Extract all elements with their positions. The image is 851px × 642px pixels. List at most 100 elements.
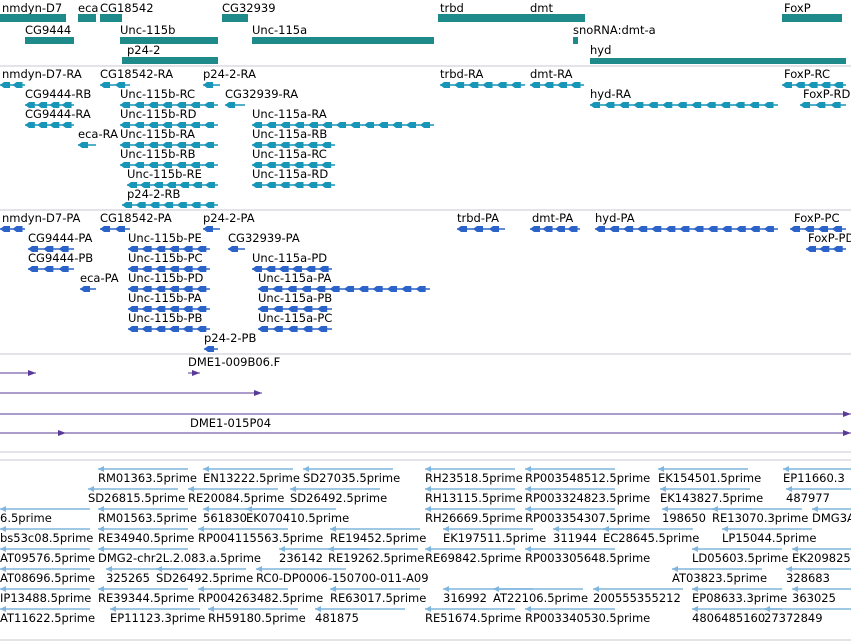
est-feature[interactable]: 481875 [315,606,405,625]
gene-bar[interactable] [25,37,74,44]
est-feature[interactable]: RP003324823.5prime [525,486,650,505]
gene-feature[interactable]: FoxP [782,1,842,22]
est-feature[interactable]: EK197511.5prime [443,526,546,545]
est-feature[interactable]: RE19262.5prime [328,546,424,565]
est-feature[interactable]: RP003354307.5prime [525,506,650,525]
est-feature[interactable]: RM01363.5prime [98,466,197,485]
protein[interactable]: Unc-115b-PA [128,291,210,312]
transcript[interactable]: CG9444-RA [25,107,91,128]
est-feature[interactable]: EP08633.3prime [692,586,787,605]
clone-feature[interactable]: DME1-009B06.F [188,355,280,376]
transcript[interactable]: dmt-RA [530,67,584,88]
transcript[interactable]: Unc-115b-RE [127,167,218,188]
est-feature[interactable]: RE39344.5prime [98,586,194,605]
est-feature[interactable]: RM01563.5prime [98,506,197,525]
gene-feature[interactable]: nmdyn-D7 [0,1,66,22]
gene-bar[interactable] [252,37,434,44]
transcript[interactable]: CG9444-RB [25,87,91,108]
gene-bar[interactable] [100,14,122,22]
est-feature[interactable]: AT09576.5prime [0,546,95,565]
transcript[interactable]: nmdyn-D7-RA [0,67,82,88]
gene-feature[interactable]: CG32939 [222,1,276,22]
clone-feature[interactable] [0,390,262,396]
gene-feature[interactable]: CG9444 [25,23,74,44]
gene-feature[interactable]: dmt [530,1,585,22]
est-feature[interactable]: RE13070.3prime [712,506,808,525]
transcript[interactable]: Unc-115a-RA [252,107,434,128]
transcript[interactable]: p24-2-RB [122,187,218,208]
est-feature[interactable]: SD26492.5prime [290,486,387,505]
protein[interactable]: Unc-115b-PB [128,311,210,332]
protein[interactable]: CG32939-PA [228,231,300,252]
protein[interactable]: hyd-PA [595,211,778,232]
protein[interactable]: CG9444-PA [28,231,93,252]
est-feature[interactable]: RH59180.5prime [208,606,306,625]
gene-feature[interactable]: Unc-115a [252,23,434,44]
est-feature[interactable]: EP11123.3prime [110,606,205,625]
est-feature[interactable]: RP004263482.5prime [198,586,323,605]
transcript[interactable]: trbd-RA [440,67,525,88]
protein[interactable]: Unc-115b-PE [128,231,210,252]
est-feature[interactable]: RP003548512.5prime [525,466,650,485]
est-feature[interactable]: AT11622.5prime [0,606,95,625]
est-feature[interactable]: SD26492.5prime [156,566,253,585]
protein[interactable]: trbd-PA [457,211,505,232]
gene-bar[interactable] [78,14,96,22]
est-feature[interactable]: AT22106.5prime [493,586,588,605]
protein[interactable]: eca-PA [80,271,119,292]
protein[interactable]: CG18542-PA [100,211,172,232]
est-feature[interactable]: DMG2-chr2L.2.083.a.5prime [98,546,261,565]
gene-bar[interactable] [590,58,846,64]
clone-feature[interactable] [0,430,851,436]
protein[interactable]: nmdyn-D7-PA [0,211,81,232]
gene-feature[interactable]: trbd [438,1,530,22]
protein[interactable]: Unc-115a-PB [258,291,332,312]
protein[interactable]: Unc-115b-PD [128,271,210,292]
gene-feature[interactable]: p24-2 [122,43,218,64]
transcript[interactable]: FoxP-RC [782,67,846,88]
gene-bar[interactable] [530,14,585,22]
est-feature[interactable]: RE51674.5prime [425,606,521,625]
transcript[interactable]: Unc-115b-RD [120,107,218,128]
est-feature[interactable]: 487977 [786,486,851,505]
transcript[interactable]: FoxP-RD [800,87,851,108]
transcript[interactable]: eca-RA [78,127,118,148]
protein[interactable]: FoxP-PC [790,211,846,232]
est-feature[interactable]: LD05603.5prime [692,546,788,565]
est-feature[interactable]: RE69842.5prime [425,546,521,565]
est-feature[interactable]: RE20084.5prime [188,486,284,505]
gene-bar[interactable] [120,37,218,44]
gene-bar[interactable] [438,14,530,22]
protein[interactable]: p24-2-PA [203,211,255,232]
est-feature[interactable]: bs53c08.5prime [0,526,93,545]
transcript[interactable]: Unc-115b-RB [120,147,218,168]
protein[interactable]: p24-2-PB [204,331,256,352]
est-feature[interactable]: EK209825. [792,546,851,565]
clone-feature[interactable] [0,411,851,417]
protein[interactable]: CG9444-PB [28,251,93,272]
est-feature[interactable]: IP13488.5prime [0,586,91,605]
protein[interactable]: Unc-115a-PC [258,311,332,332]
gene-feature[interactable]: Unc-115b [120,23,218,44]
clone-feature[interactable] [0,370,36,376]
est-feature[interactable]: RP003340530.5prime [525,606,650,625]
gene-bar[interactable] [222,14,248,22]
transcript[interactable]: Unc-115a-RC [252,147,335,168]
transcript[interactable]: CG32939-RA [225,87,298,108]
est-feature[interactable]: EK070410.5prime [246,506,349,525]
transcript[interactable]: hyd-RA [590,87,778,108]
gene-bar[interactable] [573,37,578,44]
protein[interactable]: Unc-115b-PC [128,251,210,272]
est-feature[interactable]: 27372849 [764,606,851,625]
est-feature[interactable]: 6.5prime [0,506,90,525]
est-feature[interactable]: LP15044.5prime [722,526,816,545]
protein[interactable]: Unc-115a-PD [252,251,332,272]
gene-feature[interactable]: CG18542 [100,1,154,22]
est-feature[interactable]: EK143827.5prime [660,486,763,505]
transcript[interactable]: Unc-115b-RA [120,127,218,148]
gene-bar[interactable] [782,14,842,22]
est-feature[interactable]: RE63017.5prime [330,586,426,605]
est-feature[interactable]: EP11660.3 [783,466,851,485]
transcript[interactable]: Unc-115a-RB [252,127,335,148]
est-feature[interactable]: RC0-DP0006-150700-011-A09 [256,566,429,585]
